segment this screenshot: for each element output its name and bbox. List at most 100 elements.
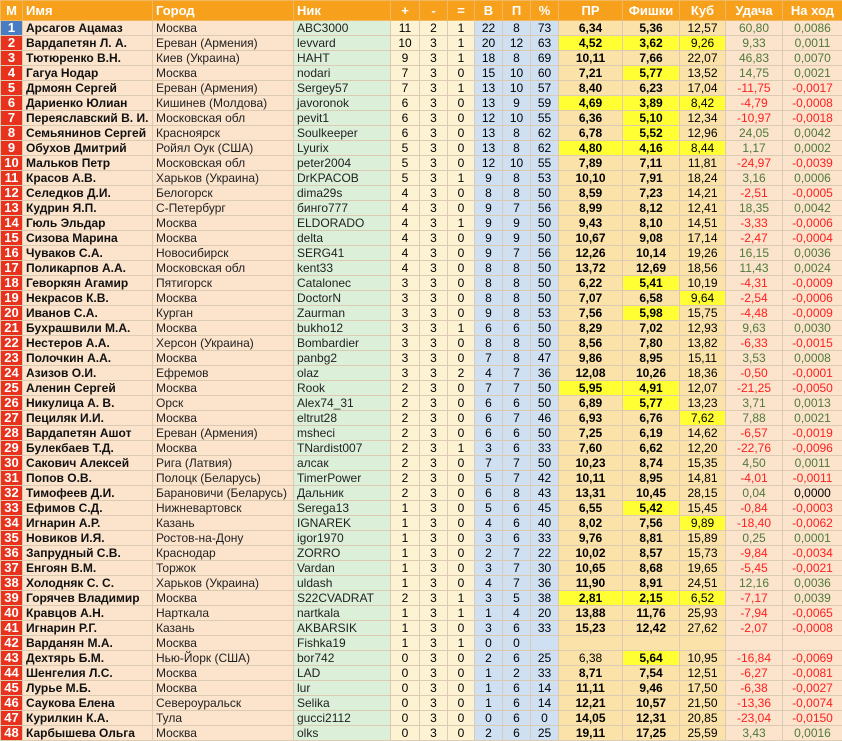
name-cell[interactable]: Карбышева Ольга bbox=[23, 726, 153, 741]
minus-cell[interactable]: 3 bbox=[420, 81, 448, 96]
pr-cell[interactable]: 10,65 bbox=[559, 561, 623, 576]
name-cell[interactable]: Поликарпов А.А. bbox=[23, 261, 153, 276]
city-cell[interactable]: Ереван (Армения) bbox=[153, 36, 294, 51]
rank-cell[interactable]: 23 bbox=[1, 351, 23, 366]
percent-cell[interactable]: 50 bbox=[531, 276, 559, 291]
percent-cell[interactable]: 62 bbox=[531, 126, 559, 141]
cube-cell[interactable]: 7,62 bbox=[680, 411, 726, 426]
cube-cell[interactable]: 9,89 bbox=[680, 516, 726, 531]
name-cell[interactable]: Нестеров А.А. bbox=[23, 336, 153, 351]
cube-cell[interactable]: 20,85 bbox=[680, 711, 726, 726]
minus-cell[interactable]: 3 bbox=[420, 366, 448, 381]
cube-cell[interactable]: 9,64 bbox=[680, 291, 726, 306]
pr-cell[interactable]: 7,60 bbox=[559, 441, 623, 456]
draw-cell[interactable]: 0 bbox=[448, 351, 475, 366]
header-city[interactable]: Город bbox=[153, 1, 294, 21]
cube-cell[interactable]: 28,15 bbox=[680, 486, 726, 501]
nick-cell[interactable]: dima29s bbox=[294, 186, 391, 201]
city-cell[interactable]: Москва bbox=[153, 21, 294, 36]
minus-cell[interactable]: 3 bbox=[420, 546, 448, 561]
draw-cell[interactable]: 0 bbox=[448, 681, 475, 696]
pr-cell[interactable]: 7,21 bbox=[559, 66, 623, 81]
rank-cell[interactable]: 31 bbox=[1, 471, 23, 486]
losses-cell[interactable]: 12 bbox=[503, 36, 531, 51]
rank-cell[interactable]: 47 bbox=[1, 711, 23, 726]
name-cell[interactable]: Красов А.В. bbox=[23, 171, 153, 186]
draw-cell[interactable]: 0 bbox=[448, 201, 475, 216]
wins-cell[interactable]: 9 bbox=[475, 306, 503, 321]
name-cell[interactable]: Тимофеев Д.И. bbox=[23, 486, 153, 501]
minus-cell[interactable]: 3 bbox=[420, 726, 448, 741]
rank-cell[interactable]: 3 bbox=[1, 51, 23, 66]
losses-cell[interactable]: 7 bbox=[503, 246, 531, 261]
cube-cell[interactable]: 18,56 bbox=[680, 261, 726, 276]
header-rank[interactable]: М bbox=[1, 1, 23, 21]
wins-cell[interactable]: 6 bbox=[475, 426, 503, 441]
losses-cell[interactable]: 8 bbox=[503, 186, 531, 201]
rank-cell[interactable]: 44 bbox=[1, 666, 23, 681]
losses-cell[interactable]: 8 bbox=[503, 291, 531, 306]
plus-cell[interactable]: 1 bbox=[391, 531, 420, 546]
pr-cell[interactable]: 6,22 bbox=[559, 276, 623, 291]
city-cell[interactable]: Нью-Йорк (США) bbox=[153, 651, 294, 666]
rank-cell[interactable]: 19 bbox=[1, 291, 23, 306]
name-cell[interactable]: Обухов Дмитрий bbox=[23, 141, 153, 156]
plus-cell[interactable]: 7 bbox=[391, 66, 420, 81]
losses-cell[interactable]: 0 bbox=[503, 636, 531, 651]
draw-cell[interactable]: 0 bbox=[448, 336, 475, 351]
wins-cell[interactable]: 8 bbox=[475, 291, 503, 306]
nick-cell[interactable]: Vardan bbox=[294, 561, 391, 576]
minus-cell[interactable]: 3 bbox=[420, 591, 448, 606]
losses-cell[interactable]: 9 bbox=[503, 231, 531, 246]
luck-cell[interactable]: -6,38 bbox=[726, 681, 783, 696]
per-move-cell[interactable]: 0,0039 bbox=[783, 591, 842, 606]
chips-cell[interactable]: 8,74 bbox=[623, 456, 680, 471]
cube-cell[interactable]: 12,20 bbox=[680, 441, 726, 456]
luck-cell[interactable]: -2,54 bbox=[726, 291, 783, 306]
per-move-cell[interactable]: 0,0036 bbox=[783, 576, 842, 591]
name-cell[interactable]: Некрасов К.В. bbox=[23, 291, 153, 306]
plus-cell[interactable]: 0 bbox=[391, 651, 420, 666]
pr-cell[interactable]: 8,02 bbox=[559, 516, 623, 531]
plus-cell[interactable]: 2 bbox=[391, 486, 420, 501]
nick-cell[interactable]: DoctorN bbox=[294, 291, 391, 306]
plus-cell[interactable]: 3 bbox=[391, 291, 420, 306]
cube-cell[interactable]: 15,11 bbox=[680, 351, 726, 366]
chips-cell[interactable]: 5,42 bbox=[623, 501, 680, 516]
pr-cell[interactable]: 13,31 bbox=[559, 486, 623, 501]
per-move-cell[interactable]: 0,0086 bbox=[783, 21, 842, 36]
name-cell[interactable]: Гагуа Нодар bbox=[23, 66, 153, 81]
minus-cell[interactable]: 3 bbox=[420, 51, 448, 66]
pr-cell[interactable]: 6,38 bbox=[559, 651, 623, 666]
rank-cell[interactable]: 21 bbox=[1, 321, 23, 336]
minus-cell[interactable]: 3 bbox=[420, 621, 448, 636]
minus-cell[interactable]: 3 bbox=[420, 336, 448, 351]
draw-cell[interactable]: 0 bbox=[448, 66, 475, 81]
wins-cell[interactable]: 1 bbox=[475, 696, 503, 711]
cube-cell[interactable]: 13,52 bbox=[680, 66, 726, 81]
name-cell[interactable]: Гюль Эльдар bbox=[23, 216, 153, 231]
draw-cell[interactable]: 2 bbox=[448, 366, 475, 381]
cube-cell[interactable]: 10,19 bbox=[680, 276, 726, 291]
name-cell[interactable]: Геворкян Агамир bbox=[23, 276, 153, 291]
nick-cell[interactable]: nodari bbox=[294, 66, 391, 81]
draw-cell[interactable]: 0 bbox=[448, 531, 475, 546]
city-cell[interactable]: Орск bbox=[153, 396, 294, 411]
rank-cell[interactable]: 46 bbox=[1, 696, 23, 711]
percent-cell[interactable]: 63 bbox=[531, 36, 559, 51]
cube-cell[interactable]: 15,75 bbox=[680, 306, 726, 321]
nick-cell[interactable]: lur bbox=[294, 681, 391, 696]
nick-cell[interactable]: Selika bbox=[294, 696, 391, 711]
luck-cell[interactable]: 0,25 bbox=[726, 531, 783, 546]
draw-cell[interactable]: 0 bbox=[448, 666, 475, 681]
plus-cell[interactable]: 1 bbox=[391, 516, 420, 531]
per-move-cell[interactable]: -0,0008 bbox=[783, 96, 842, 111]
luck-cell[interactable]: -3,33 bbox=[726, 216, 783, 231]
